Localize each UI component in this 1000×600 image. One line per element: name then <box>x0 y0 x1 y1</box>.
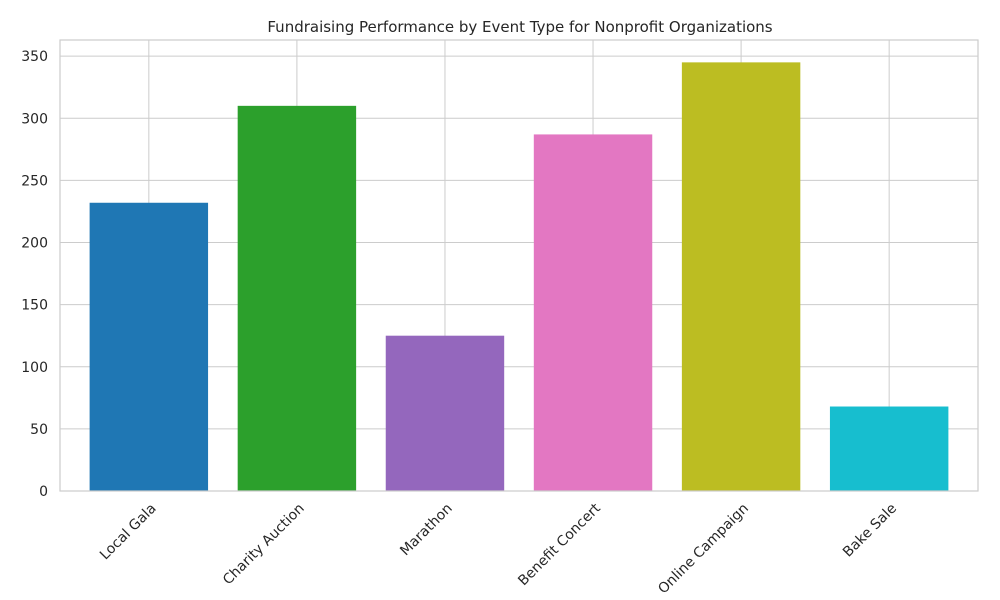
y-tick-label: 200 <box>21 236 48 252</box>
y-tick-label: 250 <box>21 173 48 189</box>
bar-bake-sale <box>829 406 949 491</box>
x-tick-label: Online Campaign <box>655 501 752 598</box>
bar-layer <box>89 62 949 492</box>
x-tick-label: Marathon <box>397 501 456 560</box>
bar-benefit-concert <box>533 134 653 491</box>
bar-marathon <box>385 335 505 491</box>
bar-charity-auction <box>237 105 357 492</box>
chart-title: Fundraising Performance by Event Type fo… <box>267 18 772 36</box>
y-tick-label: 300 <box>21 111 48 127</box>
plot-frame <box>59 39 979 492</box>
y-tick-label: 350 <box>21 49 48 65</box>
y-tick-label: 0 <box>39 484 48 500</box>
x-tick-label: Benefit Concert <box>515 500 604 589</box>
bar-online-campaign <box>681 62 801 491</box>
bar-local-gala <box>89 202 209 491</box>
y-tick-label: 50 <box>30 422 48 438</box>
x-tick-label: Local Gala <box>97 501 160 564</box>
y-tick-label: 150 <box>21 298 48 314</box>
y-tick-label: 100 <box>21 360 48 376</box>
x-tick-label: Bake Sale <box>840 501 900 561</box>
x-tick-label: Charity Auction <box>220 501 308 589</box>
